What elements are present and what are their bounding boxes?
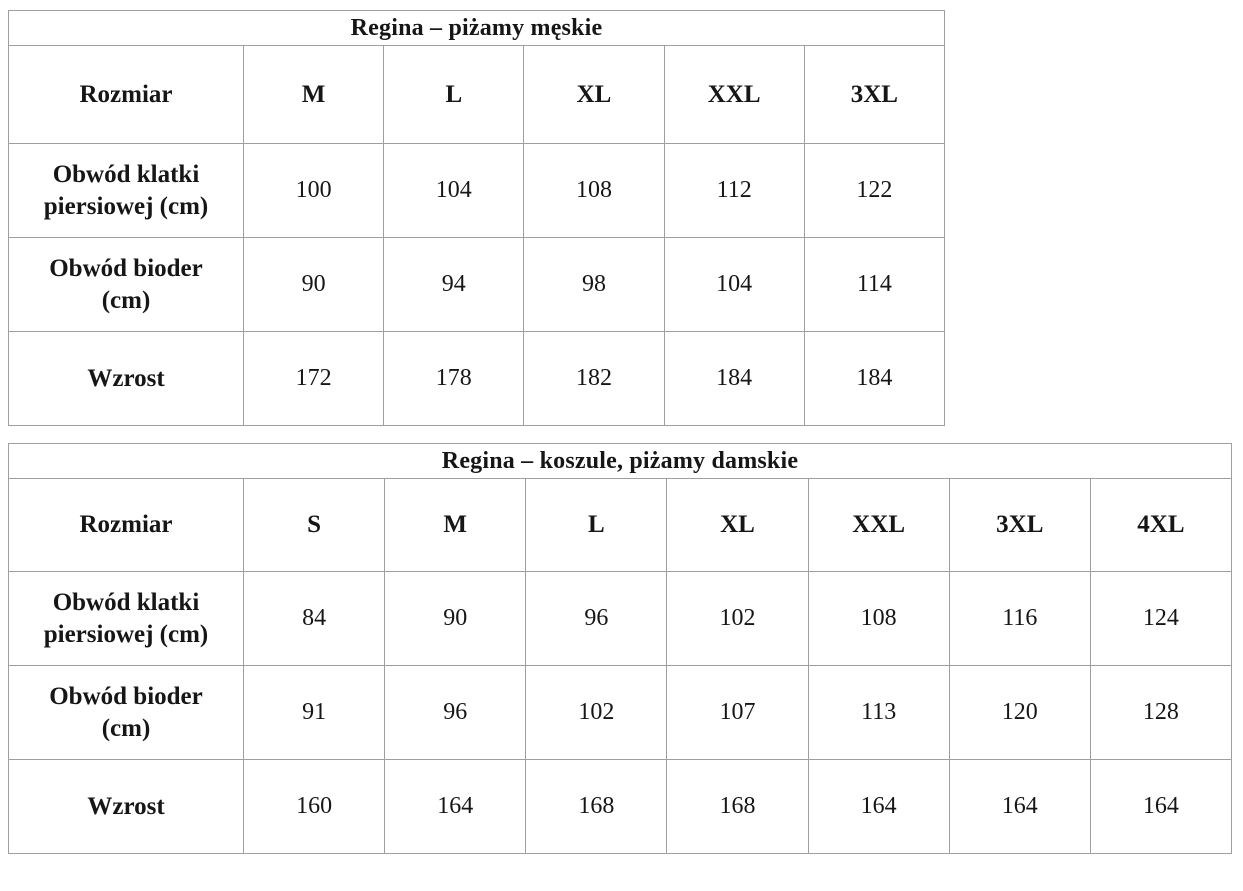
cell-value: 184	[803, 331, 946, 426]
size-header: XXL	[663, 45, 805, 144]
size-table-mens-pajamas: Regina – piżamy męskie Rozmiar M L XL XXL 3XL O…	[8, 10, 946, 426]
row-label: Obwód bioder (cm)	[8, 665, 244, 760]
cell-value: 160	[242, 759, 386, 854]
cell-value: 114	[803, 237, 946, 332]
row-label: Obwód bioder (cm)	[8, 237, 244, 332]
size-header: M	[242, 45, 385, 144]
measurement-row: Wzrost 160 164 168 168 164 164 164	[8, 759, 1233, 854]
cell-value: 100	[242, 143, 385, 238]
cell-value: 112	[663, 143, 805, 238]
measurement-row: Obwód klatki piersiowej (cm) 84 90 96 102 108…	[8, 571, 1233, 666]
cell-value: 122	[803, 143, 946, 238]
size-header-row: Rozmiar M L XL XXL 3XL	[8, 45, 946, 144]
cell-value: 113	[807, 665, 950, 760]
size-column-header: Rozmiar	[8, 478, 244, 572]
table-title: Regina – koszule, piżamy damskie	[8, 443, 1232, 479]
cell-value: 164	[807, 759, 950, 854]
size-header-row: Rozmiar S M L XL XXL 3XL 4XL	[8, 478, 1233, 572]
cell-value: 108	[807, 571, 950, 666]
measurement-row: Obwód klatki piersiowej (cm) 100 104 108 112…	[8, 143, 946, 238]
size-header: XXL	[807, 478, 950, 572]
cell-value: 98	[523, 237, 665, 332]
cell-value: 108	[523, 143, 665, 238]
measurement-row: Wzrost 172 178 182 184 184	[8, 331, 946, 426]
row-label: Obwód klatki piersiowej (cm)	[8, 571, 244, 666]
table-title-row: Regina – koszule, piżamy damskie	[8, 443, 1232, 479]
cell-value: 91	[242, 665, 386, 760]
row-label: Wzrost	[8, 331, 244, 426]
size-table-womens-shirts-pajamas: Regina – koszule, piżamy damskie Rozmiar S…	[8, 443, 1233, 854]
size-column-header: Rozmiar	[8, 45, 244, 144]
size-header: L	[525, 478, 668, 572]
cell-value: 90	[242, 237, 385, 332]
size-header: L	[383, 45, 525, 144]
row-label: Wzrost	[8, 759, 244, 854]
cell-value: 90	[384, 571, 527, 666]
cell-value: 164	[384, 759, 527, 854]
cell-value: 94	[383, 237, 525, 332]
cell-value: 96	[384, 665, 527, 760]
cell-value: 182	[523, 331, 665, 426]
cell-value: 164	[948, 759, 1091, 854]
table-title: Regina – piżamy męskie	[8, 10, 945, 46]
table-title-row: Regina – piżamy męskie	[8, 10, 945, 46]
cell-value: 102	[525, 665, 668, 760]
cell-value: 128	[1089, 665, 1233, 760]
cell-value: 104	[383, 143, 525, 238]
cell-value: 120	[948, 665, 1091, 760]
cell-value: 164	[1089, 759, 1233, 854]
cell-value: 172	[242, 331, 385, 426]
cell-value: 84	[242, 571, 386, 666]
cell-value: 96	[525, 571, 668, 666]
cell-value: 184	[663, 331, 805, 426]
cell-value: 168	[525, 759, 668, 854]
measurement-row: Obwód bioder (cm) 91 96 102 107 113 120 128	[8, 665, 1233, 760]
size-header: 3XL	[803, 45, 946, 144]
cell-value: 116	[948, 571, 1091, 666]
cell-value: 168	[666, 759, 809, 854]
row-label: Obwód klatki piersiowej (cm)	[8, 143, 244, 238]
size-header: M	[384, 478, 527, 572]
size-header: S	[242, 478, 386, 572]
size-header: XL	[523, 45, 665, 144]
cell-value: 107	[666, 665, 809, 760]
measurement-row: Obwód bioder (cm) 90 94 98 104 114	[8, 237, 946, 332]
cell-value: 124	[1089, 571, 1233, 666]
size-header: 4XL	[1089, 478, 1233, 572]
cell-value: 104	[663, 237, 805, 332]
cell-value: 178	[383, 331, 525, 426]
size-header: XL	[666, 478, 809, 572]
cell-value: 102	[666, 571, 809, 666]
size-header: 3XL	[948, 478, 1091, 572]
